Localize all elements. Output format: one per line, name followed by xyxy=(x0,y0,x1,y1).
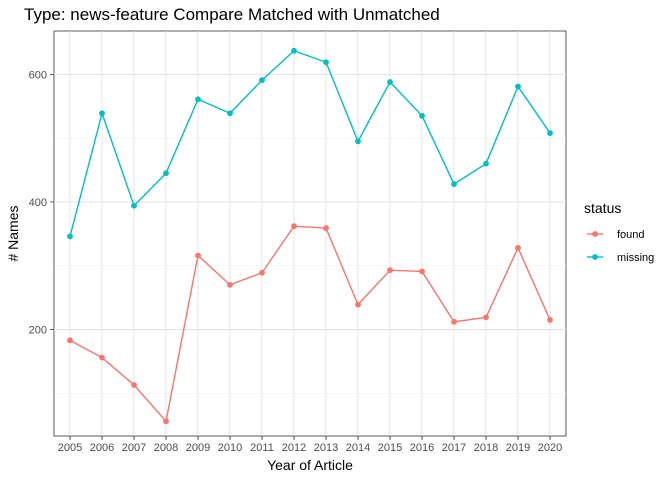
x-tick-label: 2011 xyxy=(250,442,274,454)
legend: status found missing xyxy=(584,200,654,264)
series-points xyxy=(67,47,553,425)
x-tick-label: 2012 xyxy=(282,442,306,454)
data-point-found xyxy=(323,225,329,231)
x-tick-label: 2006 xyxy=(90,442,114,454)
data-point-missing xyxy=(547,130,553,136)
data-point-missing xyxy=(163,170,169,177)
x-axis: 2005 2006 2007 2008 2009 2010 2011 2012 2013 2014… xyxy=(58,436,562,454)
legend-label-found: found xyxy=(617,229,645,241)
x-axis-label: Year of Article xyxy=(267,457,353,473)
x-tick-label: 2017 xyxy=(442,442,466,454)
x-tick-label: 2010 xyxy=(218,442,242,454)
x-tick-label: 2009 xyxy=(186,442,210,454)
data-point-missing xyxy=(419,112,425,119)
y-tick-label: 200 xyxy=(29,324,47,336)
data-point-missing xyxy=(355,138,361,145)
data-point-missing xyxy=(451,181,457,187)
x-tick-label: 2013 xyxy=(314,442,338,454)
x-tick-label: 2007 xyxy=(122,442,146,454)
data-point-found xyxy=(355,301,361,308)
data-point-found xyxy=(547,317,553,323)
data-point-missing xyxy=(131,202,137,209)
data-point-found xyxy=(483,314,489,321)
series-lines xyxy=(69,49,551,423)
data-point-found xyxy=(259,269,265,276)
series-line-missing xyxy=(69,49,551,237)
data-point-missing xyxy=(515,83,521,90)
x-tick-label: 2014 xyxy=(346,442,370,454)
x-tick-label: 2015 xyxy=(378,442,402,454)
series-line-found xyxy=(69,225,551,423)
legend-title: status xyxy=(584,200,621,216)
legend-swatch-point-missing xyxy=(592,254,598,260)
data-point-found xyxy=(227,281,233,288)
data-point-found xyxy=(419,268,425,275)
data-point-missing xyxy=(483,160,489,167)
x-tick-label: 2005 xyxy=(58,442,82,454)
data-point-missing xyxy=(259,77,265,84)
data-point-missing xyxy=(195,96,201,103)
data-point-missing xyxy=(291,47,297,54)
data-point-found xyxy=(387,267,393,274)
y-tick-label: 600 xyxy=(29,69,47,81)
x-tick-label: 2008 xyxy=(154,442,178,454)
x-tick-label: 2016 xyxy=(410,442,434,454)
y-axis-label: # Names xyxy=(5,205,21,261)
x-tick-label: 2020 xyxy=(538,442,562,454)
data-point-missing xyxy=(67,233,73,240)
data-point-found xyxy=(131,382,137,388)
legend-label-missing: missing xyxy=(617,252,654,264)
data-point-missing xyxy=(323,59,329,66)
data-point-found xyxy=(163,418,169,425)
data-point-found xyxy=(195,252,201,259)
data-point-missing xyxy=(387,79,393,85)
data-point-found xyxy=(67,337,73,344)
x-tick-label: 2018 xyxy=(474,442,498,454)
data-point-found xyxy=(291,223,297,230)
y-tick-label: 400 xyxy=(29,197,47,209)
data-point-missing xyxy=(227,110,233,117)
x-tick-label: 2019 xyxy=(506,442,530,454)
data-point-found xyxy=(515,244,521,251)
data-point-found xyxy=(451,318,457,325)
chart-title: Type: news-feature Compare Matched with … xyxy=(24,5,440,24)
legend-swatch-point-found xyxy=(592,231,598,237)
y-axis: 200 400 600 xyxy=(29,69,54,336)
plot-panel xyxy=(53,30,567,437)
data-point-missing xyxy=(99,110,105,117)
data-point-found xyxy=(99,354,105,361)
